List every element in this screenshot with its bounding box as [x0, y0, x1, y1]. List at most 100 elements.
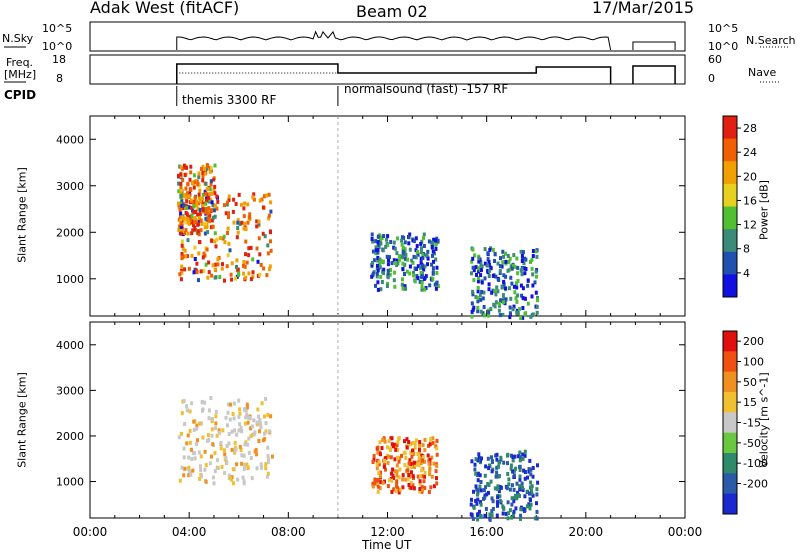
echo-cell — [418, 479, 422, 484]
echo-cell — [411, 260, 415, 265]
echo-cell — [390, 478, 394, 483]
echo-cell — [431, 441, 435, 445]
echo-cell — [198, 211, 202, 216]
echo-cell — [184, 228, 188, 233]
echo-cell — [493, 288, 497, 293]
echo-cell — [503, 286, 507, 291]
echo-cell — [523, 453, 527, 458]
echo-cell — [236, 226, 240, 230]
echo-cell — [513, 454, 517, 459]
echo-cell — [523, 296, 527, 301]
echo-cell — [198, 476, 202, 481]
ytick-label-1-0: 1000 — [56, 476, 84, 489]
echo-cell — [197, 232, 201, 237]
freq-left-tick-bottom: 8 — [56, 72, 63, 85]
echo-cell — [261, 231, 265, 236]
echo-cell — [190, 220, 194, 225]
echo-cell — [431, 253, 434, 258]
echo-cell — [198, 208, 202, 212]
echo-cell — [198, 421, 201, 426]
echo-cell — [224, 211, 228, 216]
echo-cell — [213, 239, 217, 244]
echo-cell — [496, 289, 500, 294]
echo-cell — [488, 247, 492, 252]
echo-cell — [380, 236, 384, 241]
echo-cell — [490, 458, 494, 463]
echo-cell — [403, 247, 407, 252]
echo-cell — [403, 240, 407, 245]
echo-cell — [509, 275, 513, 280]
echo-cell — [388, 446, 392, 451]
echo-cell — [497, 278, 501, 282]
echo-cell — [190, 214, 194, 219]
echo-cell — [373, 477, 377, 482]
echo-cell — [379, 474, 382, 479]
echo-cell — [404, 253, 408, 257]
echo-cell — [205, 225, 209, 229]
echo-cell — [526, 278, 530, 283]
xtick-label-2: 08:00 — [271, 525, 306, 539]
echo-cell — [515, 496, 519, 501]
echo-cell — [403, 439, 406, 444]
echo-cell — [238, 221, 242, 226]
echo-cell — [216, 458, 220, 463]
echo-cell — [203, 231, 207, 236]
echo-cell — [409, 480, 413, 485]
echo-cell — [391, 467, 395, 472]
echo-cell — [479, 502, 483, 507]
echo-cell — [242, 226, 246, 231]
echo-cell — [389, 455, 393, 460]
beam-title: Beam 02 — [356, 2, 428, 21]
echo-cell — [378, 261, 382, 266]
echo-cell — [432, 461, 436, 466]
echo-cell — [488, 517, 492, 522]
colorbar-tick-label-1-2: 50 — [743, 376, 757, 389]
echo-cell — [479, 480, 483, 484]
echo-cell — [263, 431, 266, 436]
echo-cell — [435, 446, 439, 451]
echo-cell — [255, 219, 259, 224]
echo-cell — [483, 261, 487, 266]
echo-cell — [198, 240, 201, 244]
echo-cell — [197, 192, 201, 197]
ytick-label-0-3: 4000 — [56, 133, 84, 146]
echo-cell — [418, 481, 422, 486]
echo-cell — [211, 417, 214, 421]
echo-cell — [522, 261, 526, 266]
echo-cell — [470, 314, 474, 319]
echo-cell — [406, 468, 410, 473]
colorbar-swatch-1-6 — [723, 453, 737, 474]
echo-cell — [470, 513, 474, 518]
echo-cell — [518, 484, 522, 489]
echo-cell — [251, 270, 255, 275]
echo-cell — [197, 278, 200, 283]
echo-cell — [419, 241, 423, 246]
echo-cell — [396, 447, 400, 452]
colorbar-swatch-1-4 — [723, 412, 737, 434]
colorbar-swatch-1-8 — [723, 493, 737, 515]
echo-cell — [185, 466, 189, 471]
echo-cell — [502, 460, 506, 465]
echo-cell — [180, 252, 184, 256]
echo-cell — [252, 197, 256, 202]
echo-cell — [421, 443, 425, 448]
echo-cell — [533, 280, 537, 285]
echo-cell — [428, 472, 432, 477]
echo-cell — [205, 163, 209, 167]
echo-cell — [521, 456, 525, 461]
echo-cell — [400, 254, 404, 259]
echo-cell — [430, 455, 434, 460]
echo-cell — [244, 275, 248, 280]
echo-cell — [395, 258, 399, 263]
echo-cell — [213, 191, 217, 196]
echo-cell — [237, 398, 241, 403]
echo-cell — [494, 300, 498, 305]
echo-cell — [376, 450, 380, 455]
echo-cell — [499, 485, 503, 490]
echo-cell — [260, 197, 264, 202]
echo-cell — [494, 474, 498, 479]
echo-cell — [534, 290, 538, 295]
echo-cell — [242, 479, 246, 484]
echo-cell — [203, 171, 207, 176]
echo-cell — [201, 208, 205, 213]
